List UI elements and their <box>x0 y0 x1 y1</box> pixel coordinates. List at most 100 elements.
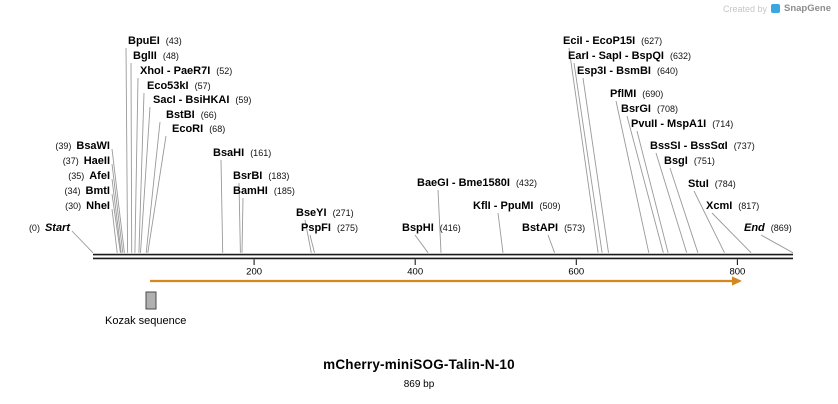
site-position: (416) <box>439 223 461 233</box>
site-position: (640) <box>656 66 678 76</box>
construct-length: 869 bp <box>403 379 435 390</box>
enzyme-name: Eco53kI <box>147 80 189 92</box>
enzyme-name: XhoI - PaeR7I <box>140 65 211 77</box>
site-label-Esp3I-BsmBI: Esp3I - BsmBI (640) <box>577 65 678 78</box>
site-position: (59) <box>235 95 252 105</box>
leader-line <box>437 189 442 253</box>
site-position: (66) <box>200 110 217 120</box>
tick-label: 200 <box>246 267 262 278</box>
leader-line <box>760 234 794 254</box>
leader-line <box>238 182 241 253</box>
site-label-XcmI: XcmI (817) <box>706 200 759 213</box>
enzyme-name: PspFI <box>301 222 331 234</box>
enzyme-name: SacI - BsiHKAI <box>153 94 230 106</box>
site-position: (39) <box>55 141 72 151</box>
site-label-BsaHI: BsaHI (161) <box>213 147 271 160</box>
site-position: (185) <box>273 186 295 196</box>
site-position: (869) <box>770 223 792 233</box>
site-position: (275) <box>336 223 358 233</box>
site-label-Start: (0) Start <box>29 222 70 235</box>
site-position: (632) <box>669 51 691 61</box>
kozak-label: Kozak sequence <box>105 315 187 327</box>
site-label-KflI-PpuMI: KflI - PpuMI (509) <box>473 200 561 213</box>
enzyme-name: EciI - EcoP15I <box>563 35 636 47</box>
site-label-BstBI: BstBI (66) <box>166 109 217 122</box>
enzyme-name: BamHI <box>233 185 268 197</box>
site-position: (37) <box>62 156 79 166</box>
site-label-BseYI: BseYI (271) <box>296 207 354 220</box>
enzyme-name: BsrBI <box>233 170 263 182</box>
enzyme-name: BsgI <box>664 155 688 167</box>
leader-line <box>147 135 167 253</box>
site-label-End: End (869) <box>744 222 792 235</box>
leader-line <box>145 121 161 253</box>
snapgene-brand: SnapGene <box>784 3 831 14</box>
site-label-BstAPI: BstAPI (573) <box>522 222 585 235</box>
leader-line <box>111 163 124 253</box>
leader-line <box>304 219 312 253</box>
site-label-BsgI: BsgI (751) <box>664 155 715 168</box>
enzyme-name: BstBI <box>166 109 195 121</box>
leader-line <box>125 47 129 253</box>
site-label-EarI-SapI-BspQI: EarI - SapI - BspQI (632) <box>568 50 691 63</box>
leader-line <box>693 190 725 253</box>
watermark: Created by SnapGene <box>723 3 831 14</box>
site-position: (690) <box>642 89 664 99</box>
leader-line <box>71 230 94 254</box>
site-label-AfeI: (35) AfeI <box>68 170 110 183</box>
tick-label: 600 <box>568 267 584 278</box>
leader-line <box>220 159 224 253</box>
leader-line <box>711 212 752 254</box>
snapgene-logo-icon <box>771 4 780 13</box>
site-label-XhoI-PaeR7I: XhoI - PaeR7I (52) <box>140 65 232 78</box>
site-position: (0) <box>28 223 40 233</box>
site-label-BaeGI-Bme1580I: BaeGI - Bme1580I (432) <box>417 177 537 190</box>
enzyme-name: AfeI <box>89 170 110 182</box>
enzyme-name: BseYI <box>296 207 327 219</box>
site-position: (751) <box>693 156 715 166</box>
enzyme-name: BmtI <box>85 185 110 197</box>
leader-line <box>414 234 429 254</box>
site-position: (35) <box>68 171 85 181</box>
enzyme-name: BsrGI <box>621 103 651 115</box>
leader-line <box>111 178 122 253</box>
site-position: (784) <box>714 179 736 189</box>
leader-line <box>547 234 556 253</box>
site-position: (52) <box>216 66 233 76</box>
kozak-marker <box>145 291 157 310</box>
enzyme-name: KflI - PpuMI <box>473 200 534 212</box>
site-label-BssSI-BssS-I: BssSI - BssSαI (737) <box>650 140 755 153</box>
leader-line <box>111 193 121 253</box>
site-position: (509) <box>539 201 561 211</box>
site-label-HaeII: (37) HaeII <box>63 155 110 168</box>
site-position: (48) <box>162 51 179 61</box>
enzyme-name: BaeGI - Bme1580I <box>417 177 510 189</box>
site-label-BsrBI: BsrBI (183) <box>233 170 289 183</box>
leader-line <box>111 208 118 253</box>
site-label-BglII: BglII (48) <box>133 50 179 63</box>
site-label-EcoRI: EcoRI (68) <box>172 123 225 136</box>
site-position: (573) <box>564 223 586 233</box>
enzyme-name: BpuEI <box>128 35 160 47</box>
site-label-PvuII-MspA1I: PvuII - MspA1I (714) <box>631 118 733 131</box>
site-position: (627) <box>641 36 663 46</box>
leader-line <box>241 197 244 253</box>
site-label-PflMI: PflMI (690) <box>610 88 663 101</box>
enzyme-name: Start <box>44 222 70 234</box>
leader-line <box>669 167 699 253</box>
site-position: (737) <box>733 141 755 151</box>
site-position: (161) <box>250 148 272 158</box>
leader-line <box>140 106 151 253</box>
leader-line <box>582 77 609 253</box>
site-label-PspFI: PspFI (275) <box>301 222 358 235</box>
enzyme-name: BsaWI <box>76 140 110 152</box>
leader-line <box>309 234 315 253</box>
enzyme-name: EarI - SapI - BspQI <box>568 50 664 62</box>
enzyme-name: End <box>744 222 765 234</box>
tick-label: 400 <box>407 267 423 278</box>
enzyme-name: XcmI <box>706 200 733 212</box>
tick-label: 800 <box>729 267 745 278</box>
site-position: (30) <box>65 201 82 211</box>
enzyme-name: PvuII - MspA1I <box>631 118 707 130</box>
